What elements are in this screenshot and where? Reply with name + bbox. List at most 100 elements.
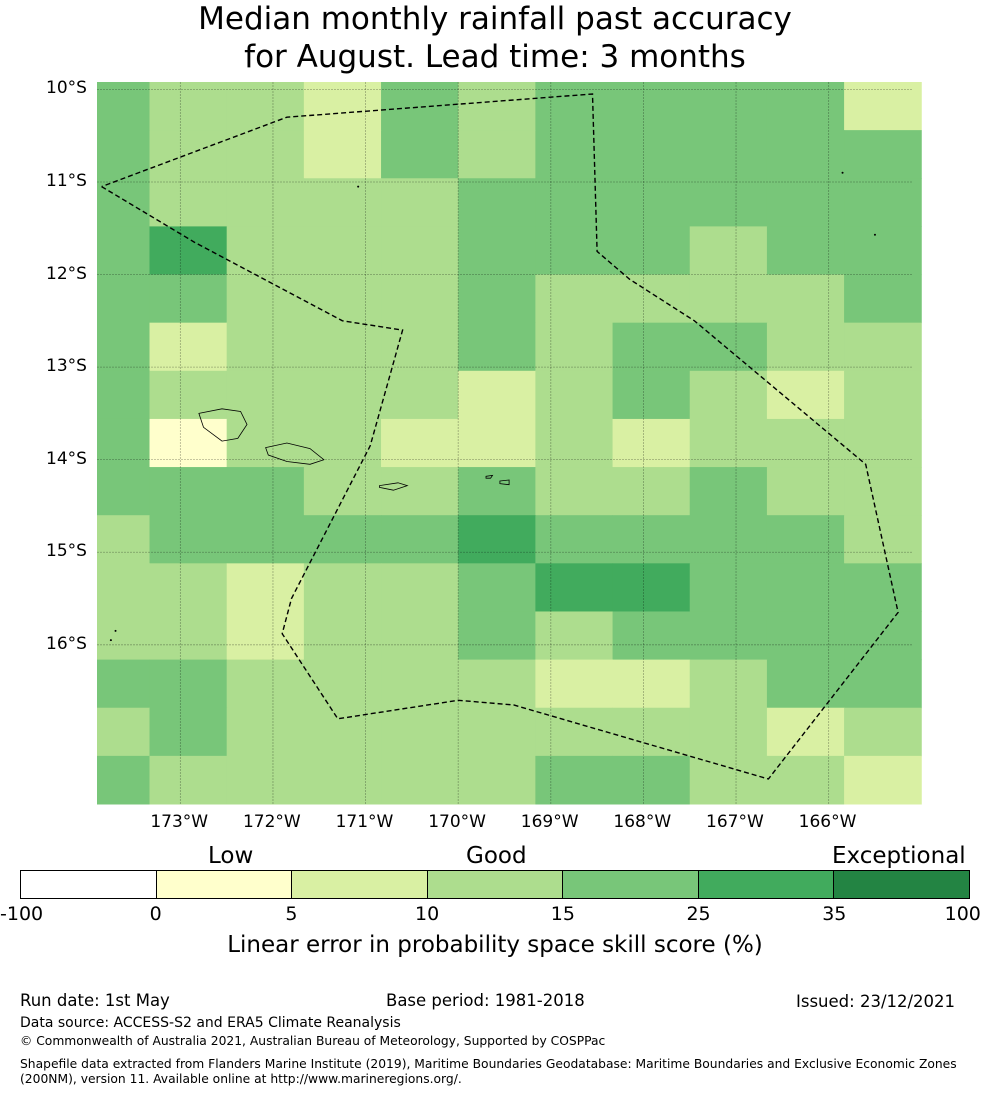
- category-exceptional: Exceptional: [832, 843, 966, 869]
- islet: [841, 171, 844, 174]
- grid-cell: [458, 707, 536, 757]
- grid-cell: [689, 515, 768, 564]
- colorbar-segment: [21, 871, 157, 898]
- grid-cell: [303, 418, 382, 468]
- grid-cell: [226, 130, 305, 179]
- grid-cell: [381, 130, 459, 179]
- grid-cell: [226, 611, 305, 661]
- grid-cell: [458, 322, 536, 372]
- colorbar-tick-label: 100: [944, 903, 981, 925]
- grid-cell: [458, 659, 536, 709]
- colorbar-tick-label: 25: [686, 903, 711, 925]
- grid-cell: [689, 82, 768, 131]
- grid-cell: [381, 515, 459, 564]
- grid-cell: [766, 467, 845, 516]
- grid-cell: [535, 274, 614, 324]
- grid-cell: [303, 563, 382, 612]
- copyright: © Commonwealth of Australia 2021, Austra…: [20, 1034, 606, 1048]
- grid-cell: [458, 467, 536, 516]
- grid-cell: [458, 418, 536, 468]
- island-outline: [265, 442, 325, 465]
- grid-cell: [149, 274, 228, 324]
- grid-cell: [97, 467, 151, 516]
- grid-cell: [612, 755, 691, 805]
- run-date: Run date: 1st May: [20, 991, 170, 1010]
- lat-label: 13°S: [46, 356, 87, 377]
- grid-cell: [149, 82, 228, 131]
- grid-cell: [303, 226, 382, 276]
- grid-cell: [612, 611, 691, 661]
- grid-cell: [458, 274, 536, 324]
- grid-cell: [226, 418, 305, 468]
- grid-cell: [844, 467, 922, 516]
- grid-cell: [97, 370, 151, 420]
- category-low: Low: [208, 843, 254, 869]
- grid-cell: [226, 467, 305, 516]
- grid-cell: [458, 178, 536, 227]
- grid-cell: [303, 82, 382, 131]
- grid-cell: [97, 611, 151, 661]
- grid-cell: [766, 418, 845, 468]
- grid-cell: [689, 611, 768, 661]
- grid-cell: [612, 418, 691, 468]
- grid-cell: [149, 370, 228, 420]
- grid-cell: [612, 274, 691, 324]
- grid-cell: [226, 563, 305, 612]
- grid-cell: [766, 611, 845, 661]
- eez-boundary: [101, 93, 899, 780]
- grid-cell: [612, 82, 691, 131]
- grid-cell: [226, 659, 305, 709]
- grid-cell: [226, 178, 305, 227]
- shapefile-credit-line-2: (200NM), version 11. Available online at…: [20, 1072, 462, 1086]
- grid-cell: [766, 274, 845, 324]
- grid-cell: [535, 322, 614, 372]
- grid-cell: [381, 82, 459, 131]
- grid-cell: [766, 659, 845, 709]
- grid-cell: [612, 322, 691, 372]
- grid-cell: [844, 418, 922, 468]
- issued-date: Issued: 23/12/2021: [796, 992, 956, 1011]
- grid-cell: [689, 322, 768, 372]
- lat-label: 14°S: [46, 448, 87, 469]
- lon-label: 171°W: [335, 812, 394, 832]
- grid-cell: [226, 707, 305, 757]
- grid-cell: [766, 370, 845, 420]
- colorbar-label: Linear error in probability space skill …: [227, 932, 763, 958]
- grid-cell: [689, 755, 768, 805]
- grid-cell: [303, 370, 382, 420]
- lat-label: 11°S: [46, 170, 87, 191]
- colorbar-segment: [698, 871, 835, 898]
- grid-cell: [97, 82, 151, 131]
- grid-cell: [303, 659, 382, 709]
- grid-cell: [766, 322, 845, 372]
- grid-cell: [381, 563, 459, 612]
- grid-cell: [226, 226, 305, 276]
- grid-cell: [612, 515, 691, 564]
- lon-label: 172°W: [242, 812, 301, 832]
- grid-cell: [149, 515, 228, 564]
- grid-cell: [535, 467, 614, 516]
- grid-cell: [97, 755, 151, 805]
- grid-cell: [844, 274, 922, 324]
- grid-cell: [844, 370, 922, 420]
- grid-cell: [844, 130, 922, 179]
- graticule: [97, 82, 912, 804]
- grid-cell: [766, 82, 845, 131]
- grid-cell: [689, 226, 768, 276]
- grid-cell: [149, 178, 228, 227]
- colorbar-segment: [563, 871, 699, 898]
- grid-cell: [97, 178, 151, 227]
- skill-grid: [97, 82, 922, 805]
- grid-cell: [535, 370, 614, 420]
- grid-cell: [535, 178, 614, 227]
- islet: [357, 185, 360, 188]
- grid-cell: [612, 130, 691, 179]
- grid-cell: [689, 178, 768, 227]
- grid-cell: [612, 178, 691, 227]
- grid-cell: [458, 755, 536, 805]
- colorbar-tick-label: -100: [0, 903, 44, 925]
- colorbar: [20, 870, 970, 899]
- grid-cell: [303, 755, 382, 805]
- grid-cell: [226, 755, 305, 805]
- grid-cell: [149, 467, 228, 516]
